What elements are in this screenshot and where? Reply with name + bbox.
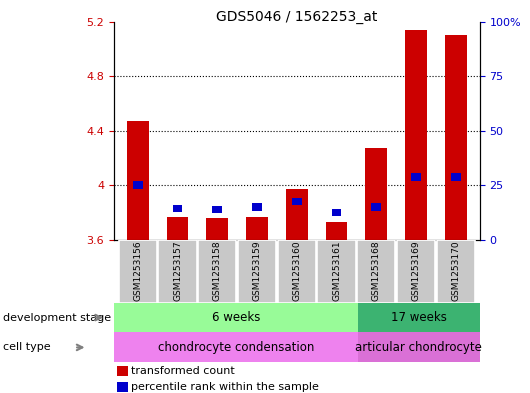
Bar [117, 382, 128, 392]
Text: GSM1253159: GSM1253159 [253, 241, 261, 301]
Text: GSM1253156: GSM1253156 [134, 241, 142, 301]
Bar [114, 332, 358, 362]
Text: GSM1253169: GSM1253169 [412, 241, 420, 301]
Bar [437, 240, 475, 303]
Bar [206, 218, 228, 240]
Text: chondrocyte condensation: chondrocyte condensation [157, 341, 314, 354]
Text: articular chondrocyte: articular chondrocyte [355, 341, 482, 354]
Text: GSM1253168: GSM1253168 [372, 241, 381, 301]
Bar [213, 206, 222, 213]
Bar [332, 209, 341, 216]
Bar [252, 203, 262, 211]
Bar [358, 332, 480, 362]
Bar [127, 121, 149, 240]
Text: cell type: cell type [3, 342, 50, 353]
Bar [158, 240, 197, 303]
Bar [365, 149, 387, 240]
Bar [286, 189, 308, 240]
Bar [119, 240, 157, 303]
Text: development stage: development stage [3, 312, 111, 323]
Text: 17 weeks: 17 weeks [391, 311, 447, 324]
Bar [117, 365, 128, 376]
Text: GSM1253160: GSM1253160 [293, 241, 301, 301]
Bar [405, 30, 427, 240]
Bar [411, 173, 421, 181]
Bar [114, 303, 358, 332]
Bar [325, 222, 348, 240]
Text: percentile rank within the sample: percentile rank within the sample [131, 382, 319, 392]
Bar [397, 240, 435, 303]
Text: GDS5046 / 1562253_at: GDS5046 / 1562253_at [216, 10, 377, 24]
Text: GSM1253161: GSM1253161 [332, 241, 341, 301]
Bar [133, 182, 143, 189]
Text: GSM1253157: GSM1253157 [173, 241, 182, 301]
Bar [173, 205, 182, 212]
Text: transformed count: transformed count [131, 366, 235, 376]
Bar [317, 240, 356, 303]
Bar [358, 303, 480, 332]
Bar [246, 217, 268, 240]
Text: 6 weeks: 6 weeks [211, 311, 260, 324]
Bar [166, 217, 189, 240]
Bar [445, 35, 467, 240]
Bar [292, 198, 302, 205]
Bar [278, 240, 316, 303]
Text: GSM1253158: GSM1253158 [213, 241, 222, 301]
Bar [451, 173, 461, 181]
Bar [198, 240, 236, 303]
Text: GSM1253170: GSM1253170 [452, 241, 460, 301]
Bar [357, 240, 395, 303]
Bar [372, 203, 381, 211]
Bar [238, 240, 276, 303]
